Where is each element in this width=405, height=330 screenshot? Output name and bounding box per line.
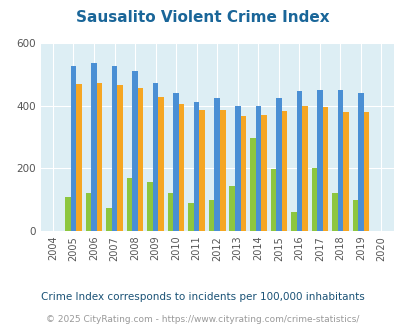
Bar	[234, 106, 240, 231]
Bar	[76, 84, 81, 231]
Text: Crime Index corresponds to incidents per 100,000 inhabitants: Crime Index corresponds to incidents per…	[41, 292, 364, 302]
Bar	[214, 98, 220, 231]
Bar	[126, 178, 132, 231]
Bar	[147, 182, 152, 231]
Bar	[260, 115, 266, 231]
Bar	[255, 106, 260, 231]
Bar	[229, 186, 234, 231]
Text: © 2025 CityRating.com - https://www.cityrating.com/crime-statistics/: © 2025 CityRating.com - https://www.city…	[46, 315, 359, 324]
Bar	[179, 104, 184, 231]
Bar	[311, 168, 316, 231]
Bar	[85, 193, 91, 231]
Bar	[249, 138, 255, 231]
Bar	[290, 212, 296, 231]
Bar	[270, 169, 275, 231]
Bar	[209, 200, 214, 231]
Bar	[96, 83, 102, 231]
Bar	[199, 110, 205, 231]
Bar	[301, 106, 307, 231]
Bar	[240, 116, 245, 231]
Bar	[138, 88, 143, 231]
Bar	[70, 66, 76, 231]
Bar	[167, 193, 173, 231]
Bar	[352, 200, 357, 231]
Bar	[132, 71, 138, 231]
Bar	[331, 193, 337, 231]
Bar	[158, 96, 164, 231]
Bar	[281, 111, 286, 231]
Bar	[188, 203, 194, 231]
Bar	[275, 98, 281, 231]
Text: Sausalito Violent Crime Index: Sausalito Violent Crime Index	[76, 10, 329, 25]
Bar	[91, 63, 96, 231]
Bar	[316, 90, 322, 231]
Bar	[117, 84, 123, 231]
Bar	[322, 107, 327, 231]
Bar	[337, 90, 342, 231]
Bar	[357, 93, 363, 231]
Bar	[296, 91, 301, 231]
Bar	[65, 197, 70, 231]
Bar	[220, 110, 225, 231]
Bar	[194, 102, 199, 231]
Bar	[342, 112, 348, 231]
Bar	[363, 112, 369, 231]
Bar	[106, 209, 111, 231]
Bar	[173, 93, 179, 231]
Bar	[111, 66, 117, 231]
Bar	[152, 83, 158, 231]
